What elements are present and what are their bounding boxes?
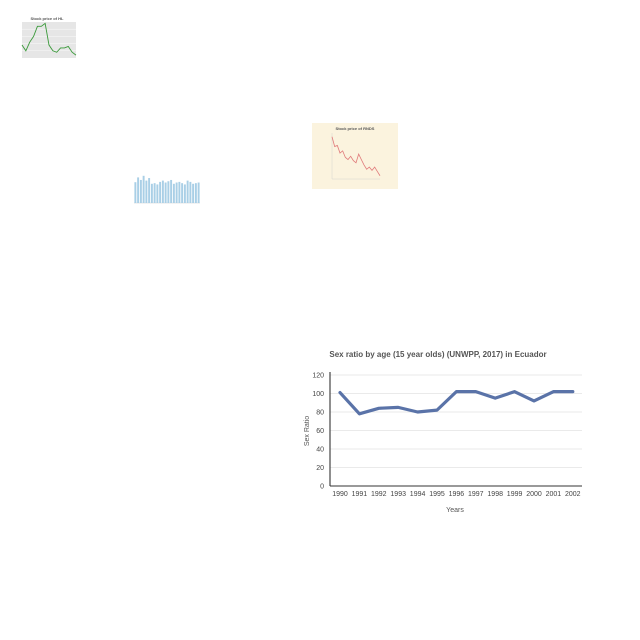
chart-2-bar [156,184,159,203]
chart-4-x-tick-label: 2000 [526,491,542,498]
chart-2-bar [167,181,170,203]
chart-4-x-tick-label: 1993 [390,491,406,498]
chart-4-title: Sex ratio by age (15 year olds) (UNWPP, … [329,350,546,359]
chart-2-bar [153,183,156,203]
chart-2-bar [172,183,175,203]
chart-4-x-axis-label: Years [446,507,464,514]
chart-4-x-tick-label: 1991 [352,491,368,498]
chart-2-bar [164,182,167,203]
chart-1-title: Stock price of HL [31,16,64,21]
chart-4-y-tick-label: 60 [316,428,324,435]
chart-2-bar [181,183,184,203]
chart-2-bar [142,175,145,203]
chart-1-svg: Stock price of HL [21,16,77,58]
chart-4-svg: Sex ratio by age (15 year olds) (UNWPP, … [304,350,582,514]
chart-bar-small [128,165,202,209]
chart-4-x-tick-label: 1994 [410,491,426,498]
chart-4-x-tick-label: 1999 [507,491,523,498]
chart-4-y-tick-label: 80 [316,410,324,417]
chart-4-x-tick-label: 1992 [371,491,387,498]
chart-4-y-tick-label: 20 [316,465,324,472]
chart-2-bar [148,178,151,203]
chart-2-bar [139,179,142,203]
chart-2-bar [161,180,164,203]
chart-2-bar [194,183,197,203]
chart-3-series-line [331,136,381,176]
chart-2-bar [192,183,195,203]
chart-2-bar [134,182,137,203]
chart-2-bar [197,182,200,203]
chart-sex-ratio-ecuador: Sex ratio by age (15 year olds) (UNWPP, … [298,343,596,521]
chart-2-bar [170,179,173,203]
chart-4-y-axis-label: Sex Ratio [304,416,311,446]
chart-2-bar [137,177,140,203]
chart-4-series-line [338,390,575,416]
chart-1-plot-area [22,22,76,58]
chart-1-series-line [21,22,77,56]
chart-2-bar [159,181,162,203]
chart-stock-price-rnds: Stock price of RNDS [312,123,398,189]
chart-4-y-tick-label: 100 [312,391,324,398]
chart-4-x-tick-label: 2002 [565,491,581,498]
chart-2-svg [134,175,200,204]
chart-4-x-tick-label: 2001 [546,491,562,498]
chart-2-bar [189,181,192,203]
chart-4-x-tick-label: 1997 [468,491,484,498]
chart-3-svg: Stock price of RNDS [331,126,381,180]
chart-2-bar [178,181,181,203]
chart-4-x-tick-label: 1990 [332,491,348,498]
chart-2-bar [175,182,178,203]
chart-4-x-tick-label: 1996 [449,491,465,498]
chart-4-y-tick-label: 40 [316,447,324,454]
chart-3-title: Stock price of RNDS [336,126,375,131]
chart-4-y-tick-label: 120 [312,373,324,380]
chart-4-x-tick-label: 1995 [429,491,445,498]
chart-2-bar [186,180,189,203]
chart-2-bar [183,184,186,203]
chart-4-y-tick-label: 0 [320,484,324,491]
chart-2-bar [145,180,148,203]
chart-2-bar [150,183,153,203]
chart-4-x-tick-label: 1998 [487,491,503,498]
chart-stock-price-hl: Stock price of HL [12,14,78,62]
